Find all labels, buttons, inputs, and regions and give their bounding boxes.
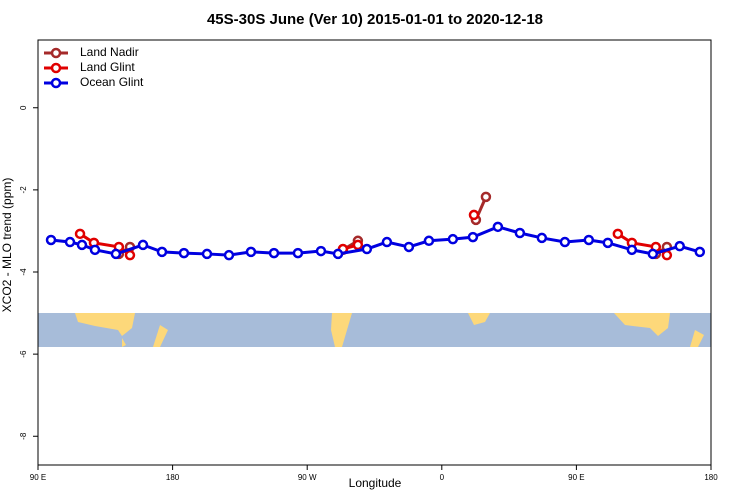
plot-frame [37, 39, 712, 466]
y-tick-label: -2 [19, 186, 28, 194]
y-tick-label: -8 [19, 432, 28, 440]
land [153, 325, 168, 347]
point [124, 249, 136, 261]
point [223, 249, 235, 261]
x-tick-label: 180 [704, 473, 718, 482]
y-tick-label: -4 [19, 268, 28, 276]
point [468, 209, 480, 221]
point [292, 247, 304, 259]
point [45, 234, 57, 246]
point [467, 231, 479, 243]
point [245, 246, 257, 258]
land [468, 313, 490, 325]
legend-marker [50, 47, 62, 59]
point [423, 235, 435, 247]
legend-label: Land Glint [80, 60, 135, 74]
point [178, 247, 190, 259]
point [647, 248, 659, 260]
land [614, 313, 670, 336]
point [201, 248, 213, 260]
point [352, 239, 364, 251]
ocean [38, 313, 711, 347]
map-strip [38, 313, 711, 347]
point [268, 247, 280, 259]
point [403, 241, 415, 253]
point [74, 228, 86, 240]
point [110, 248, 122, 260]
point [89, 244, 101, 256]
point [156, 246, 168, 258]
legend-label: Land Nadir [80, 45, 139, 59]
legend-marker [50, 62, 62, 74]
point [447, 233, 459, 245]
y-tick-label: 0 [19, 105, 28, 110]
series-line [50, 225, 701, 257]
x-tick-label: 0 [440, 473, 445, 482]
point [64, 236, 76, 248]
point [137, 239, 149, 251]
land [690, 330, 704, 347]
point [661, 249, 673, 261]
land [331, 313, 352, 347]
x-tick-label: 90 W [298, 473, 317, 482]
x-tick-label: 180 [166, 473, 180, 482]
land [122, 338, 126, 347]
point [332, 248, 344, 260]
land [75, 313, 135, 336]
point [536, 232, 548, 244]
point [583, 234, 595, 246]
point [76, 239, 88, 251]
point [381, 236, 393, 248]
point [674, 240, 685, 252]
point [612, 228, 624, 240]
point [492, 221, 504, 233]
point [361, 243, 373, 255]
point [602, 237, 614, 249]
x-tick-label: 90 E [30, 473, 46, 482]
point [480, 191, 492, 203]
chart-title: 45S-30S June (Ver 10) 2015-01-01 to 2020… [207, 11, 543, 28]
y-axis-label: XCO2 - MLO trend (ppm) [0, 178, 14, 313]
legend-label: Ocean Glint [80, 75, 144, 89]
legend-marker [50, 77, 62, 89]
x-tick-label: 90 E [568, 473, 584, 482]
y-tick-label: -6 [19, 350, 28, 358]
point [559, 236, 571, 248]
point [626, 244, 638, 256]
x-axis-label: Longitude [349, 476, 402, 490]
point [315, 245, 327, 257]
point [694, 246, 706, 258]
point [514, 227, 526, 239]
